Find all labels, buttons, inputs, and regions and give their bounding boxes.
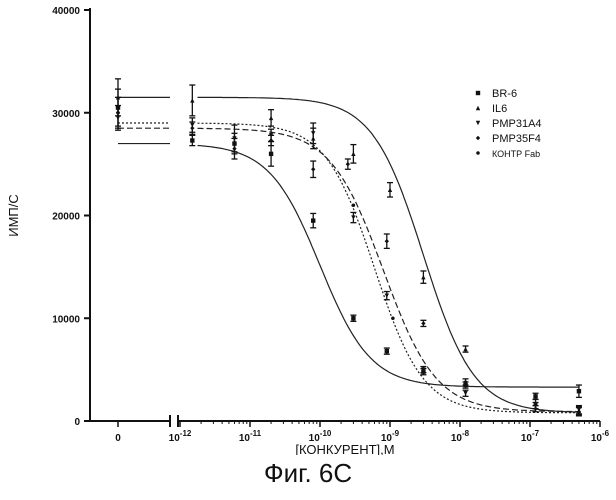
data-point — [463, 391, 468, 396]
data-point — [387, 187, 393, 193]
legend-marker — [476, 151, 480, 155]
x-tick-label: 10-10 — [309, 429, 332, 444]
axes: 0 10000 20000 30000 40000 0 10-12 10-11 10-10 10-… — [52, 6, 609, 444]
figure-caption: Фиг. 6С — [263, 458, 353, 488]
y-tick-label: 10000 — [52, 314, 80, 325]
data-point — [576, 389, 582, 394]
data-point — [232, 146, 237, 151]
fit-curve — [197, 96, 579, 413]
data-point — [421, 367, 426, 372]
legend-label: КОНТР Fab — [492, 149, 540, 159]
data-points — [115, 78, 582, 417]
data-point — [384, 348, 389, 354]
data-point — [351, 151, 356, 157]
legend-marker — [475, 135, 481, 141]
y-tick-label: 40000 — [52, 6, 80, 17]
data-point — [351, 203, 356, 207]
data-point — [384, 293, 389, 298]
data-point — [421, 321, 426, 326]
legend-label: BR-6 — [492, 88, 517, 100]
y-tick-label: 0 — [74, 417, 80, 428]
data-point — [190, 138, 195, 143]
x-tick-label: 10-11 — [239, 429, 262, 444]
x-tick-label: 10-8 — [451, 429, 470, 444]
data-point — [351, 215, 356, 220]
fit-curves — [118, 96, 579, 414]
data-point — [463, 346, 468, 352]
fit-curve — [197, 127, 579, 413]
legend-label: PMP31A4 — [492, 118, 542, 130]
x-tick-label: 10-6 — [591, 429, 610, 444]
x-tick-label: 0 — [115, 433, 121, 444]
legend-marker — [475, 105, 481, 111]
dose-response-chart: 0 10000 20000 30000 40000 0 10-12 10-11 10-10 10-… — [6, 6, 610, 455]
data-point — [190, 125, 195, 131]
y-tick-label: 20000 — [52, 212, 80, 223]
legend-marker — [475, 120, 481, 126]
data-point — [311, 167, 316, 172]
data-point — [268, 138, 274, 143]
legend-marker — [475, 90, 481, 96]
y-tick-label: 30000 — [52, 109, 80, 120]
data-point — [268, 115, 274, 121]
data-point — [116, 110, 120, 115]
data-point — [533, 394, 538, 399]
legend-label: PMP35F4 — [492, 133, 541, 145]
data-point — [463, 379, 468, 385]
data-point — [311, 131, 316, 136]
x-axis-title: [КОНКУРЕНТ],М — [295, 442, 394, 455]
data-point — [268, 151, 274, 157]
data-point — [190, 98, 195, 103]
data-point — [351, 316, 356, 321]
data-point — [421, 274, 426, 280]
data-point — [311, 218, 316, 223]
data-point — [384, 238, 389, 244]
fit-curve — [197, 122, 579, 414]
legend-label: IL6 — [492, 103, 507, 115]
y-axis-title: ИМП/С — [6, 194, 21, 237]
x-tick-label: 10-12 — [169, 429, 192, 444]
fit-curve — [197, 144, 579, 388]
x-tick-label: 10-9 — [381, 429, 400, 444]
data-point — [345, 161, 351, 167]
data-point — [576, 409, 582, 414]
x-tick-label: 10-7 — [521, 429, 540, 444]
legend: BR-6 IL6 PMP31A4 PMP35F4 КОНТР Fab — [475, 88, 542, 159]
data-point — [533, 406, 538, 411]
data-point — [391, 316, 395, 321]
